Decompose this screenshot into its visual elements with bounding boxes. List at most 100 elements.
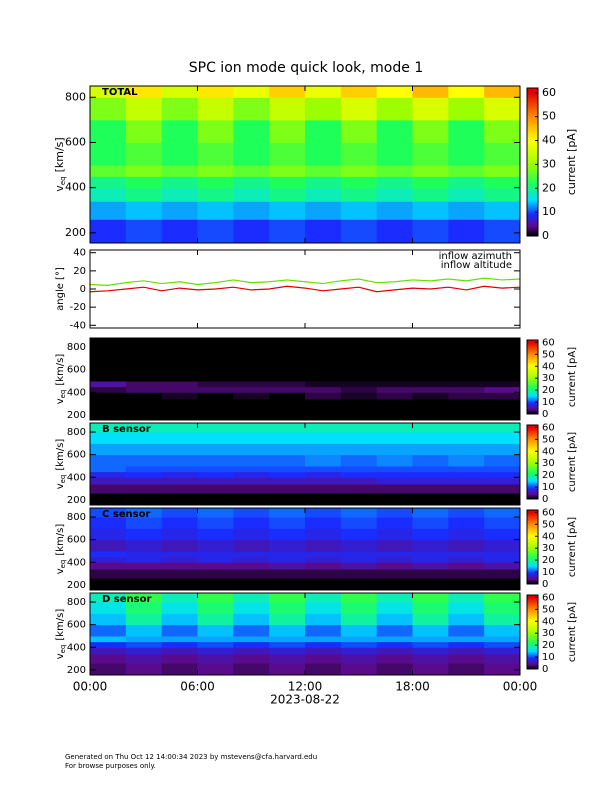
heatmap-cell — [197, 654, 234, 664]
heatmap-cell — [125, 454, 163, 467]
heatmap-cell — [90, 119, 127, 143]
heatmap-cell — [197, 219, 234, 244]
heatmap-cell — [376, 647, 413, 655]
heatmap-cell — [161, 176, 198, 189]
heatmap-cell — [90, 423, 127, 433]
heatmap-cell — [197, 176, 234, 189]
heatmap-cell — [340, 508, 378, 518]
heatmap-cell — [197, 347, 234, 359]
heatmap-cell — [233, 380, 270, 388]
heatmap-cell — [340, 454, 378, 467]
heatmap-cell — [125, 386, 163, 393]
heatmap-cell — [305, 508, 342, 518]
heatmap-cell — [376, 423, 413, 433]
heatmap-cell — [269, 119, 306, 143]
y-axis-label: veq [km/s] — [55, 354, 67, 405]
heatmap-cell — [161, 423, 198, 433]
y-tick-label: 600 — [67, 450, 86, 461]
colorbar-tick-label: 60 — [542, 507, 555, 518]
heatmap-cell — [197, 358, 234, 371]
heatmap-cell — [197, 97, 234, 121]
heatmap-cell — [90, 369, 127, 382]
heatmap-cell — [412, 369, 449, 382]
heatmap-cell — [125, 613, 163, 626]
heatmap-cell — [340, 624, 378, 637]
heatmap-cell — [233, 578, 270, 591]
heatmap-cell — [269, 219, 306, 244]
y-tick-label: 600 — [67, 365, 86, 376]
heatmap-cell — [412, 477, 449, 485]
y-tick-label: 800 — [67, 427, 86, 438]
heatmap-cell — [90, 569, 127, 579]
heatmap-cell — [90, 624, 127, 637]
heatmap-cell — [269, 517, 306, 529]
heatmap-cell — [484, 613, 521, 626]
heatmap-cell — [412, 539, 449, 552]
heatmap-cell — [269, 477, 306, 485]
heatmap-cell — [448, 338, 485, 348]
heatmap-cell — [269, 176, 306, 189]
heatmap-cell — [305, 663, 342, 676]
colorbar-tick-label: 0 — [542, 494, 548, 505]
heatmap-cell — [412, 423, 449, 433]
heatmap-cell — [340, 338, 378, 348]
heatmap-cell — [90, 358, 127, 371]
heatmap-cell — [448, 219, 485, 244]
heatmap-cell — [305, 97, 342, 121]
panel-label: TOTAL — [102, 87, 138, 98]
heatmap-cell — [448, 165, 485, 177]
heatmap-cell — [412, 432, 449, 444]
heatmap-cell — [233, 641, 270, 648]
y-axis-label-sub: eq — [59, 560, 67, 569]
heatmap-cell — [305, 654, 342, 664]
heatmap-cell — [305, 386, 342, 393]
heatmap-cell — [90, 386, 127, 393]
heatmap-cell — [340, 187, 378, 202]
heatmap-cell — [376, 654, 413, 664]
heatmap-cell — [448, 392, 485, 400]
heatmap-cell — [125, 380, 163, 388]
heatmap-cell — [376, 432, 413, 444]
heatmap-cell — [161, 471, 198, 478]
heatmap-cell — [448, 408, 485, 421]
heatmap-cell — [161, 550, 198, 558]
heatmap-cell — [233, 647, 270, 655]
heatmap-cell — [448, 641, 485, 648]
heatmap-cell — [161, 569, 198, 579]
heatmap-cell — [125, 550, 163, 558]
colorbar-tick-label: 40 — [542, 446, 555, 457]
heatmap-cell — [269, 358, 306, 371]
heatmap-cell — [269, 654, 306, 664]
heatmap-cell — [484, 539, 521, 552]
heatmap-cell — [412, 399, 449, 409]
heatmap-cell — [340, 493, 378, 506]
heatmap-cell — [376, 119, 413, 143]
x-tick-label: 00:00 — [73, 680, 108, 694]
heatmap-cell — [269, 369, 306, 382]
heatmap-cell — [233, 663, 270, 676]
heatmap-cell — [376, 493, 413, 506]
heatmap-cell — [412, 663, 449, 676]
heatmap-cell — [376, 517, 413, 529]
heatmap-cell — [269, 443, 306, 456]
heatmap-cell — [448, 613, 485, 626]
heatmap-cell — [269, 647, 306, 655]
heatmap-cell — [90, 508, 127, 518]
heatmap-cell — [161, 508, 198, 518]
heatmap-cell — [376, 408, 413, 421]
heatmap-cell — [269, 380, 306, 388]
heatmap-cell — [305, 176, 342, 189]
heatmap-cell — [233, 201, 270, 220]
heatmap-cell — [412, 386, 449, 393]
heatmap-cell — [305, 477, 342, 485]
y-axis-label-sub: eq — [59, 645, 67, 654]
heatmap-cell — [125, 369, 163, 382]
heatmap-cell — [90, 201, 127, 220]
heatmap-cell — [90, 556, 127, 563]
heatmap-cell — [125, 539, 163, 552]
heatmap-cell — [484, 142, 521, 166]
y-tick-label: 400 — [67, 472, 86, 483]
heatmap-cell — [376, 369, 413, 382]
heatmap-cell — [305, 338, 342, 348]
heatmap-cell — [233, 508, 270, 518]
